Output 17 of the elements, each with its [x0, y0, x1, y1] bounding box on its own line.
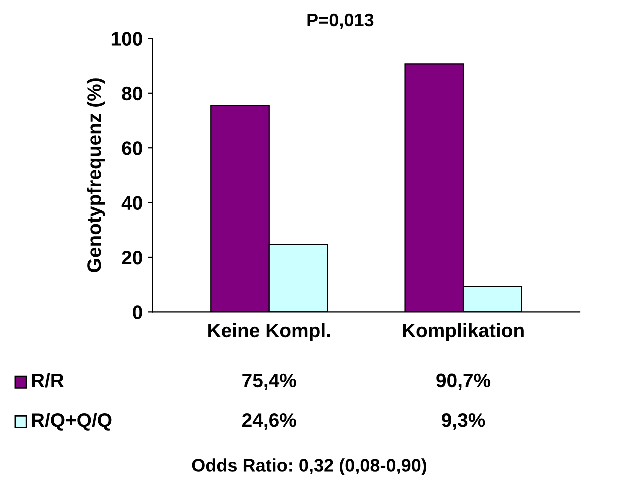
chart-title: P=0,013 — [308, 14, 374, 30]
legend-label: R/Q+Q/Q — [32, 412, 112, 431]
data-label: 90,7% — [436, 374, 491, 390]
y-tick-label: 80 — [122, 86, 142, 101]
x-tick-label: Komplikation — [403, 323, 524, 342]
data-label: 9,3% — [442, 414, 486, 430]
y-tick-label: 60 — [122, 142, 142, 156]
y-tick-label: 0 — [133, 306, 142, 320]
legend-label: R/R — [32, 373, 64, 388]
data-label: 24,6% — [242, 414, 296, 430]
text: Odds Ratio: 0,32 (0,08-0,90) — [192, 458, 427, 476]
y-tick-label: 20 — [122, 250, 142, 265]
y-tick-label: 40 — [122, 196, 142, 210]
y-tick-label: 100 — [112, 32, 142, 46]
y-axis-title: Genotypfrequenz (%) — [87, 78, 106, 272]
data-label: 75,4% — [242, 374, 296, 390]
x-tick-label: Keine Kompl. — [208, 323, 330, 342]
